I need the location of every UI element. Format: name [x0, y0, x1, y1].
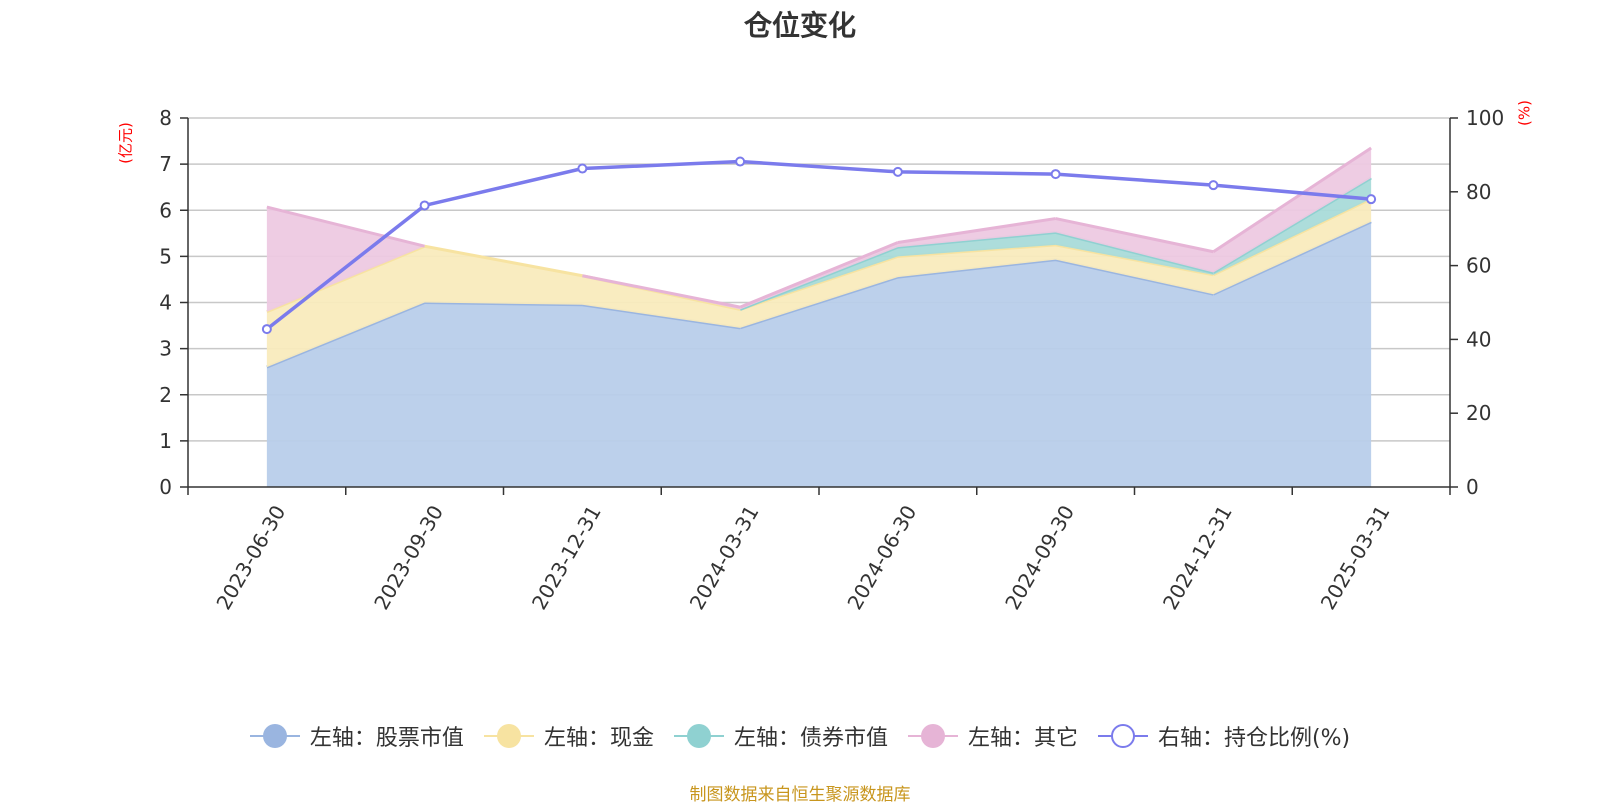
left-tick-label: 3: [159, 337, 172, 361]
legend-swatch-cash: [483, 724, 534, 748]
legend-item-bond[interactable]: 左轴：债券市值: [673, 720, 888, 752]
legend-label-ratio: 右轴：持仓比例(%): [1157, 726, 1351, 751]
area-edge-3: [266, 205, 425, 248]
area-edge-3: [1055, 217, 1214, 254]
area-edge-3: [897, 217, 1056, 245]
left-tick-label: 8: [159, 106, 172, 130]
left-tick-label: 7: [159, 152, 172, 176]
legend-swatch-bond: [673, 724, 724, 748]
legend-item-stock[interactable]: 左轴：股票市值: [249, 720, 464, 752]
legend-label-cash: 左轴：现金: [543, 726, 654, 751]
x-tick-label: 2024-12-31: [1158, 501, 1237, 614]
ratio-point: [261, 324, 272, 335]
x-tick-label: 2023-12-31: [527, 501, 606, 614]
ratio-point: [1050, 169, 1061, 180]
legend-swatch-stock: [249, 724, 300, 748]
ratio-line: [265, 159, 1372, 331]
legend-item-ratio[interactable]: 右轴：持仓比例(%): [1097, 720, 1351, 752]
ratio-point: [1208, 180, 1219, 191]
x-tick-label: 2024-03-31: [685, 501, 764, 614]
area-0: [266, 221, 1372, 487]
left-tick-label: 6: [159, 198, 172, 222]
source-note: 制图数据来自恒生聚源数据库: [689, 785, 911, 805]
chart-title: 仓位变化: [743, 9, 856, 42]
ratio-point: [1366, 194, 1377, 205]
x-tick-label: 2025-03-31: [1316, 501, 1395, 614]
ratio-point: [735, 156, 746, 167]
right-tick-label: 40: [1466, 327, 1491, 351]
area-edge-3: [739, 241, 899, 309]
legend-item-other[interactable]: 左轴：其它: [907, 720, 1078, 752]
legend-swatch-ratio: [1097, 724, 1148, 748]
right-tick-label: 100: [1466, 106, 1504, 130]
ratio-point: [419, 200, 430, 211]
legend-label-stock: 左轴：股票市值: [309, 726, 464, 751]
area-edge-2: [1055, 230, 1214, 274]
x-tick-label: 2023-09-30: [369, 501, 448, 614]
legend-label-other: 左轴：其它: [967, 726, 1078, 751]
left-tick-label: 5: [159, 244, 172, 268]
right-axis-unit: (%): [1516, 100, 1534, 126]
left-axis-unit: (亿元): [117, 122, 135, 164]
area-edge-3: [582, 274, 741, 309]
right-tick-label: 20: [1466, 401, 1491, 425]
x-tick-label: 2023-06-30: [211, 501, 290, 614]
legend-item-cash[interactable]: 左轴：现金: [483, 720, 654, 752]
area-edge-3: [1212, 146, 1372, 254]
left-tick-label: 1: [159, 429, 172, 453]
legend-swatch-other: [907, 724, 958, 748]
left-tick-label: 4: [159, 291, 172, 315]
left-tick-label: 2: [159, 383, 172, 407]
left-tick-label: 0: [159, 475, 172, 499]
right-tick-label: 0: [1466, 475, 1479, 499]
legend: 左轴：股票市值 左轴：现金 左轴：债券市值 左轴：其它 右轴：持仓比例(%): [0, 720, 1600, 752]
right-tick-label: 60: [1466, 254, 1491, 278]
legend-label-bond: 左轴：债券市值: [733, 726, 888, 751]
ratio-point: [577, 163, 588, 174]
x-tick-label: 2024-06-30: [842, 501, 921, 614]
ratio-point: [892, 166, 903, 177]
x-tick-label: 2024-09-30: [1000, 501, 1079, 614]
right-tick-label: 80: [1466, 180, 1491, 204]
